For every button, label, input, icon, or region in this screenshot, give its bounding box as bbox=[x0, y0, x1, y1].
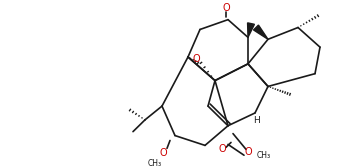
Text: H: H bbox=[254, 116, 260, 125]
Polygon shape bbox=[248, 23, 254, 37]
Text: O: O bbox=[244, 147, 252, 157]
Text: O: O bbox=[218, 144, 226, 154]
Text: O: O bbox=[192, 54, 200, 64]
Text: CH₃: CH₃ bbox=[148, 159, 162, 167]
Text: CH₃: CH₃ bbox=[257, 151, 271, 160]
Polygon shape bbox=[253, 25, 268, 39]
Text: O: O bbox=[222, 3, 230, 13]
Text: O: O bbox=[159, 148, 167, 158]
